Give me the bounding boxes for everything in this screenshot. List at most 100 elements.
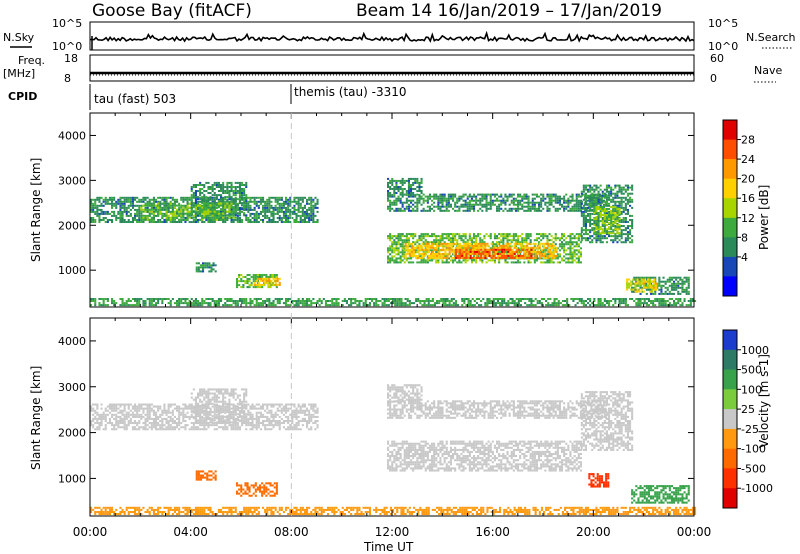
data-cell bbox=[416, 209, 419, 212]
data-cell bbox=[616, 204, 619, 207]
data-cell bbox=[199, 218, 202, 221]
data-cell bbox=[144, 202, 147, 205]
data-cell bbox=[121, 200, 124, 203]
data-cell bbox=[232, 186, 235, 189]
data-cell bbox=[525, 193, 528, 196]
data-cell bbox=[612, 212, 615, 215]
data-cell bbox=[201, 298, 204, 301]
data-cell bbox=[603, 235, 606, 238]
data-cell bbox=[636, 290, 639, 293]
noise-panel: N.Sky 10^5 10^0 10^5 10^0 N.Search bbox=[3, 17, 796, 53]
data-cell bbox=[459, 250, 462, 253]
data-cell bbox=[316, 219, 319, 222]
data-cell bbox=[111, 196, 114, 199]
data-cell bbox=[504, 233, 507, 236]
data-cell bbox=[624, 208, 627, 211]
data-cell bbox=[630, 288, 633, 291]
data-cell bbox=[525, 195, 528, 198]
data-cell bbox=[618, 235, 621, 238]
data-cell bbox=[433, 252, 436, 255]
data-cell bbox=[439, 195, 442, 198]
data-cell bbox=[214, 270, 217, 273]
data-cell bbox=[238, 212, 241, 215]
data-cell bbox=[163, 204, 166, 207]
data-cell bbox=[679, 278, 682, 281]
data-cell bbox=[525, 235, 528, 238]
data-cell bbox=[236, 212, 239, 215]
data-cell bbox=[582, 190, 585, 193]
data-cell bbox=[402, 304, 405, 307]
data-cell bbox=[253, 200, 256, 203]
data-cell bbox=[494, 252, 497, 255]
data-cell bbox=[514, 209, 517, 212]
data-cell bbox=[460, 237, 463, 240]
data-cell bbox=[285, 210, 288, 213]
data-cell bbox=[670, 282, 673, 285]
data-cell bbox=[614, 227, 617, 230]
data-cell bbox=[222, 186, 225, 189]
data-cell bbox=[247, 196, 250, 199]
data-cell bbox=[243, 302, 246, 305]
data-cell bbox=[634, 282, 637, 285]
data-cell bbox=[521, 233, 524, 236]
data-cell bbox=[401, 201, 404, 204]
data-cell bbox=[448, 242, 451, 245]
data-cell bbox=[136, 196, 139, 199]
data-cell bbox=[616, 223, 619, 226]
data-cell bbox=[410, 254, 413, 257]
data-cell bbox=[222, 181, 225, 184]
data-cell bbox=[217, 298, 220, 301]
data-cell bbox=[422, 233, 425, 236]
data-cell bbox=[140, 217, 143, 220]
data-cell bbox=[213, 208, 216, 211]
data-cell bbox=[306, 217, 309, 220]
data-cell bbox=[547, 254, 550, 257]
data-cell bbox=[241, 210, 244, 213]
data-cell bbox=[414, 194, 417, 197]
data-cell bbox=[563, 247, 566, 250]
data-cell bbox=[169, 210, 172, 213]
data-cell bbox=[595, 186, 598, 189]
data-cell bbox=[519, 254, 522, 257]
data-cell bbox=[228, 192, 231, 195]
data-cell bbox=[241, 184, 244, 187]
data-cell bbox=[207, 216, 210, 219]
data-cell bbox=[389, 194, 392, 197]
data-cell bbox=[529, 239, 532, 242]
data-cell bbox=[675, 282, 678, 285]
data-cell bbox=[543, 246, 546, 249]
data-cell bbox=[215, 181, 218, 184]
data-cell bbox=[251, 208, 254, 211]
data-cell bbox=[456, 201, 459, 204]
data-cell bbox=[467, 250, 470, 253]
data-cell bbox=[295, 300, 298, 303]
data-cell bbox=[157, 302, 160, 305]
data-cell bbox=[523, 205, 526, 208]
data-cell bbox=[393, 186, 396, 189]
data-cell bbox=[633, 276, 636, 279]
data-cell bbox=[616, 200, 619, 203]
data-cell bbox=[287, 206, 290, 209]
data-cell bbox=[642, 284, 645, 287]
data-cell bbox=[111, 206, 114, 209]
data-cell bbox=[624, 219, 627, 222]
data-cell bbox=[246, 280, 249, 283]
data-cell bbox=[134, 204, 137, 207]
data-cell bbox=[186, 210, 189, 213]
data-cell bbox=[589, 212, 592, 215]
data-cell bbox=[457, 256, 460, 259]
data-cell bbox=[599, 216, 602, 219]
data-cell bbox=[228, 196, 231, 199]
data-cell bbox=[230, 298, 233, 301]
data-cell bbox=[211, 218, 214, 221]
data-cell bbox=[192, 186, 195, 189]
data-cell bbox=[626, 192, 629, 195]
data-cell bbox=[462, 203, 465, 206]
data-cell bbox=[401, 245, 404, 248]
data-cell bbox=[595, 216, 598, 219]
data-cell bbox=[395, 209, 398, 212]
data-cell bbox=[579, 199, 582, 202]
data-cell bbox=[272, 302, 275, 305]
data-cell bbox=[517, 248, 520, 251]
cpid-panel: CPID tau (fast) 503 themis (tau) -3310 bbox=[8, 84, 407, 110]
